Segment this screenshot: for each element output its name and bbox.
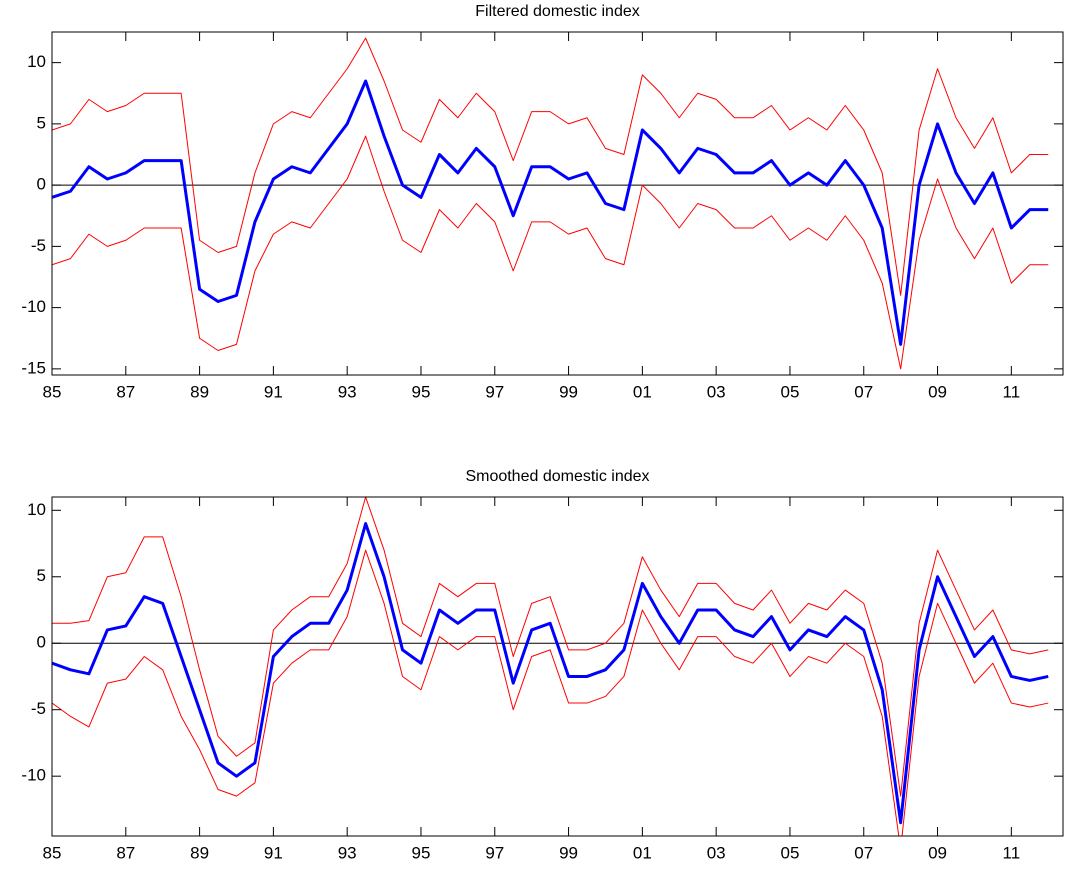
x-tick-label: 09: [928, 843, 947, 862]
x-tick-label: 95: [412, 382, 431, 401]
x-tick-label: 05: [780, 382, 799, 401]
x-tick-label: 89: [190, 843, 209, 862]
x-tick-label: 99: [559, 843, 578, 862]
y-tick-label: 10: [27, 52, 46, 71]
x-tick-label: 87: [116, 843, 135, 862]
x-tick-label: 03: [707, 843, 726, 862]
y-tick-label: -15: [21, 358, 46, 377]
y-tick-label: -5: [31, 236, 46, 255]
x-tick-label: 93: [338, 843, 357, 862]
series-line: [52, 135, 1049, 370]
axes-frame: [51, 31, 1064, 376]
plot-area: [52, 32, 1063, 375]
series-line: [52, 37, 1049, 296]
chart-title: Filtered domestic index: [475, 3, 640, 20]
y-tick-label: -5: [31, 699, 46, 718]
x-tick-label: 87: [116, 382, 135, 401]
x-tick-label: 85: [43, 382, 62, 401]
series-line: [52, 79, 1049, 346]
x-tick-label: 01: [633, 382, 652, 401]
series-group: [52, 37, 1049, 370]
axes-frame: [51, 496, 1064, 837]
x-tick-label: 95: [412, 843, 431, 862]
x-tick-label: 07: [854, 843, 873, 862]
series-line: [52, 497, 1049, 797]
y-tick-label: 5: [37, 566, 46, 585]
series-group: [52, 497, 1049, 836]
x-tick-label: 07: [854, 382, 873, 401]
x-tick-label: 01: [633, 843, 652, 862]
y-tick-label: 0: [37, 633, 46, 652]
series-line: [52, 522, 1049, 825]
x-tick-label: 03: [707, 382, 726, 401]
chart-title: Smoothed domestic index: [465, 468, 649, 485]
y-tick-label: 5: [37, 113, 46, 132]
y-tick-label: -10: [21, 297, 46, 316]
x-tick-label: 97: [485, 843, 504, 862]
y-tick-label: 10: [27, 500, 46, 519]
x-tick-label: 91: [264, 382, 283, 401]
x-tick-label: 97: [485, 382, 504, 401]
x-tick-label: 09: [928, 382, 947, 401]
plot-area: [52, 497, 1063, 836]
x-tick-label: 93: [338, 382, 357, 401]
x-tick-label: 99: [559, 382, 578, 401]
x-tick-label: 11: [1003, 843, 1021, 862]
x-tick-label: 05: [780, 843, 799, 862]
y-tick-label: 0: [37, 175, 46, 194]
series-line: [52, 549, 1049, 836]
x-tick-label: 89: [190, 382, 209, 401]
x-tick-label: 85: [43, 843, 62, 862]
x-tick-label: 91: [264, 843, 283, 862]
y-tick-label: -10: [21, 766, 46, 785]
x-tick-label: 11: [1003, 382, 1021, 401]
